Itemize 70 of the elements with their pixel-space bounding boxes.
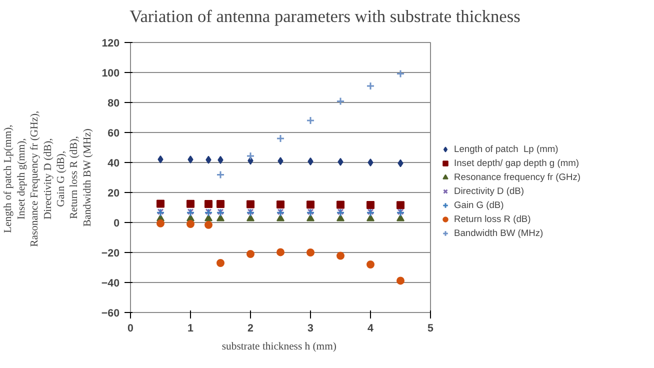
point [398,159,404,168]
point [186,220,194,228]
point [276,248,284,256]
point [366,200,374,209]
point [158,155,164,164]
y-tick-label: −40 [101,278,120,290]
x-tick-label: 2 [248,322,254,334]
point [216,170,225,180]
point [246,250,254,258]
legend-label: Inset depth/ gap depth g (mm) [454,156,579,168]
x-tick-label: 1 [188,322,194,334]
point [336,200,344,209]
point [368,158,374,166]
point [246,152,255,160]
x-tick-label: 5 [428,322,434,334]
point [338,158,344,166]
point [156,219,164,228]
point [306,248,314,256]
point [308,157,314,166]
point [366,260,374,268]
point [306,214,314,222]
y-tick-label: 0 [114,218,120,230]
y-tick-label: 20 [108,188,120,200]
legend-label: Directivity D (dB) [454,184,524,196]
point [246,214,254,222]
point [396,69,405,78]
point [336,214,344,222]
y-tick-label: 120 [102,38,120,50]
point [336,252,344,260]
point [396,214,404,222]
point [204,200,212,208]
legend-label: Length of patch Lp (mm) [454,142,558,154]
y-tick-label: 100 [102,68,120,80]
point [206,156,212,164]
point [366,82,375,90]
legend-label: Return loss R (dB) [454,212,531,224]
point [156,200,164,208]
y-axis-title: Length of patch Lp(mm), Inset depth g(mm), Rasonance Frequency fr (GHz), Directivity D (dB), Gain G (dB), Return loss R (dB), Bandwidth BW (MHz) [3,110,94,247]
point [366,214,374,222]
legend-label: Resonance frequency fr (GHz) [454,170,580,182]
point [216,259,224,267]
x-axis-title: substrate thickness h (mm) [222,342,337,352]
point [276,200,284,208]
point [186,200,194,208]
point [396,276,404,285]
y-tick-label: 60 [108,128,120,140]
x-tick-label: 4 [368,322,374,334]
legend-label: Bandwidth BW (MHz) [454,226,544,238]
y-tick-label: 40 [108,158,120,170]
point [204,220,212,229]
x-tick-label: 0 [128,322,134,334]
y-tick-label: −20 [101,248,120,260]
point [276,134,285,143]
chart-title: Variation of antenna parameters with substrate thickness [130,6,520,28]
y-tick-label: 80 [108,98,120,110]
point [204,214,212,222]
x-tick-label: 3 [308,322,314,334]
legend-label: Gain G (dB) [454,198,504,210]
point [218,156,224,164]
point [306,116,315,125]
point [396,201,404,210]
y-tick-label: −60 [101,308,120,320]
point [336,97,345,106]
point [216,214,224,222]
point [216,200,224,208]
point [246,200,254,208]
point [188,156,194,164]
point [306,200,314,209]
point [278,157,284,165]
point [276,214,284,222]
